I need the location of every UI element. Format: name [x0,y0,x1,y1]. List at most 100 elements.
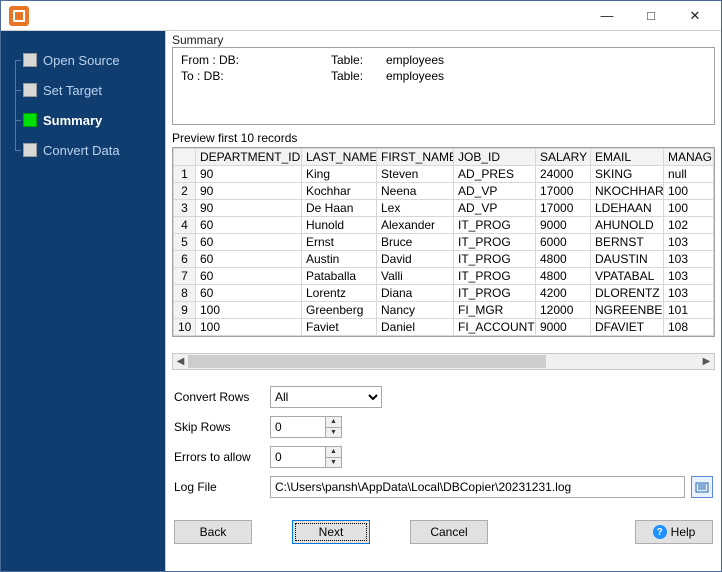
column-header[interactable]: LAST_NAME [302,149,377,166]
sidebar-item-label: Open Source [43,53,120,68]
convert-rows-label: Convert Rows [174,390,270,404]
table-cell: Ernst [302,234,377,251]
column-header[interactable]: DEPARTMENT_ID [196,149,302,166]
row-number-cell: 3 [174,200,196,217]
preview-table: DEPARTMENT_IDLAST_NAMEFIRST_NAMEJOB_IDSA… [173,148,714,336]
table-cell: 4800 [536,251,591,268]
table-row[interactable]: 390De HaanLexAD_VP17000LDEHAAN100 [174,200,714,217]
table-row[interactable]: 860LorentzDianaIT_PROG4200DLORENTZ103 [174,285,714,302]
table-row[interactable]: 760PataballaValliIT_PROG4800VPATABAL103 [174,268,714,285]
row-number-cell: 1 [174,166,196,183]
table-row[interactable]: 190KingStevenAD_PRES24000SKINGnull [174,166,714,183]
table-cell: Valli [377,268,454,285]
window-controls: — □ ✕ [585,2,717,30]
nav-step-icon [23,113,37,127]
sidebar-item-label: Convert Data [43,143,120,158]
nav-connector [11,75,21,105]
table-cell: DFAVIET [591,319,664,336]
nav-connector [11,45,21,75]
row-number-cell: 2 [174,183,196,200]
convert-rows-select[interactable]: All [270,386,382,408]
table-cell: King [302,166,377,183]
table-cell: AHUNOLD [591,217,664,234]
nav-connector [11,105,21,135]
table-cell: Steven [377,166,454,183]
table-cell: DLORENTZ [591,285,664,302]
row-number-header [174,149,196,166]
skip-rows-label: Skip Rows [174,420,270,434]
scroll-left-icon[interactable]: ◀ [173,354,188,369]
skip-rows-up-icon[interactable]: ▲ [326,417,341,428]
summary-heading: Summary [166,31,721,47]
skip-rows-spinner[interactable]: ▲ ▼ [270,416,342,438]
table-cell: Kochhar [302,183,377,200]
column-header[interactable]: JOB_ID [454,149,536,166]
table-row[interactable]: 660AustinDavidIT_PROG4800DAUSTIN103 [174,251,714,268]
titlebar: — □ ✕ [1,1,721,31]
sidebar-item-convert-data[interactable]: Convert Data [1,135,165,165]
table-row[interactable]: 10100FavietDanielFI_ACCOUNT9000DFAVIET10… [174,319,714,336]
minimize-button[interactable]: — [585,2,629,30]
sidebar-item-set-target[interactable]: Set Target [1,75,165,105]
row-number-cell: 8 [174,285,196,302]
table-row[interactable]: 560ErnstBruceIT_PROG6000BERNST103 [174,234,714,251]
summary-to-db-label: To : DB: [181,68,331,84]
table-cell: De Haan [302,200,377,217]
nav-connector [11,135,21,165]
sidebar-item-open-source[interactable]: Open Source [1,45,165,75]
errors-up-icon[interactable]: ▲ [326,447,341,458]
summary-table-label-2: Table: [331,68,386,84]
browse-log-button[interactable] [691,476,713,498]
table-cell: 103 [664,234,714,251]
next-button[interactable]: Next [292,520,370,544]
app-icon [9,6,29,26]
column-header[interactable]: MANAG [664,149,714,166]
row-number-cell: 10 [174,319,196,336]
skip-rows-down-icon[interactable]: ▼ [326,428,341,438]
table-cell: Daniel [377,319,454,336]
horizontal-scrollbar[interactable]: ◀ ▶ [172,353,715,370]
table-cell: FI_MGR [454,302,536,319]
table-cell: AD_VP [454,200,536,217]
maximize-button[interactable]: □ [629,2,673,30]
sidebar-item-label: Set Target [43,83,102,98]
table-row[interactable]: 290KochharNeenaAD_VP17000NKOCHHAR100 [174,183,714,200]
table-cell: 6000 [536,234,591,251]
log-file-input[interactable] [270,476,685,498]
nav-step-icon [23,143,37,157]
table-cell: FI_ACCOUNT [454,319,536,336]
table-cell: LDEHAAN [591,200,664,217]
table-cell: 90 [196,166,302,183]
table-cell: Nancy [377,302,454,319]
errors-spinner[interactable]: ▲ ▼ [270,446,342,468]
scroll-right-icon[interactable]: ▶ [699,354,714,369]
table-cell: 9000 [536,319,591,336]
table-cell: 17000 [536,183,591,200]
table-cell: 4200 [536,285,591,302]
skip-rows-input[interactable] [271,417,325,437]
errors-down-icon[interactable]: ▼ [326,458,341,468]
table-cell: 100 [196,319,302,336]
table-cell: NGREENBE [591,302,664,319]
preview-heading: Preview first 10 records [166,129,721,147]
table-cell: 100 [196,302,302,319]
help-button[interactable]: ? Help [635,520,713,544]
table-cell: IT_PROG [454,285,536,302]
table-cell: 103 [664,268,714,285]
scroll-thumb[interactable] [188,355,546,368]
table-row[interactable]: 460HunoldAlexanderIT_PROG9000AHUNOLD102 [174,217,714,234]
column-header[interactable]: EMAIL [591,149,664,166]
table-cell: IT_PROG [454,251,536,268]
sidebar-item-summary[interactable]: Summary [1,105,165,135]
column-header[interactable]: SALARY [536,149,591,166]
main-panel: Summary From : DB: Table: employees To :… [165,31,721,571]
cancel-button[interactable]: Cancel [410,520,488,544]
table-row[interactable]: 9100GreenbergNancyFI_MGR12000NGREENBE101 [174,302,714,319]
app-window: — □ ✕ Open Source Set Target Summary Conver… [0,0,722,572]
column-header[interactable]: FIRST_NAME [377,149,454,166]
back-button[interactable]: Back [174,520,252,544]
table-cell: VPATABAL [591,268,664,285]
close-button[interactable]: ✕ [673,2,717,30]
table-cell: 60 [196,217,302,234]
errors-input[interactable] [271,447,325,467]
